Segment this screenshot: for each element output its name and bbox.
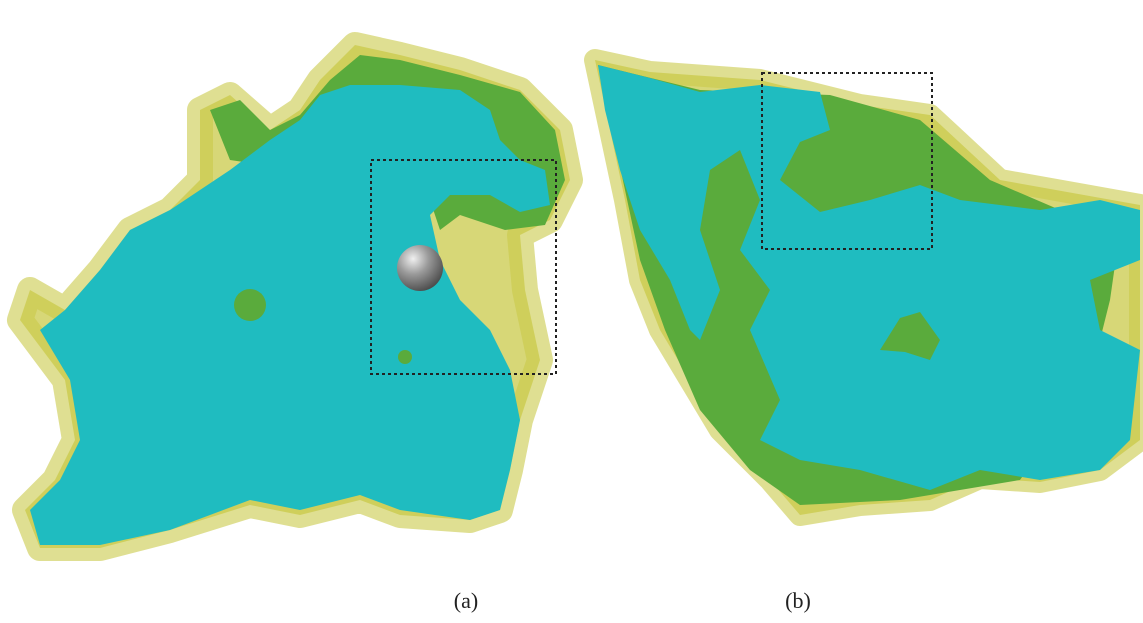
pocket (234, 289, 266, 321)
caption: (b) (785, 588, 811, 613)
inner-surface (30, 85, 550, 545)
panel-a (20, 45, 570, 548)
page: (a) (b) (() => { const data = JSON.parse… (0, 0, 1143, 623)
sphere (397, 245, 443, 291)
pocket (398, 350, 412, 364)
caption: (a) (454, 588, 478, 613)
panel-b (595, 60, 1140, 515)
figure: (a) (b) (0, 0, 1143, 623)
